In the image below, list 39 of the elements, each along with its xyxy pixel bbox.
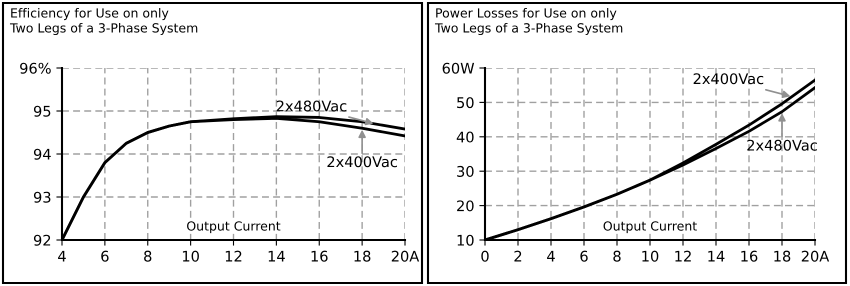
y-tick-label: 40 xyxy=(456,132,474,143)
x-tick-label: 6 xyxy=(580,250,588,262)
y-tick-label: 20 xyxy=(457,200,474,212)
y-tick-label: 30 xyxy=(457,166,474,177)
x-tick-label: 4 xyxy=(58,250,66,262)
x-tick-label: 14 xyxy=(268,250,285,262)
chart-title: Efficiency for Use on only Two Legs of a 3-Phase System xyxy=(10,8,198,36)
x-tick-label: 20A xyxy=(392,250,420,262)
x-tick-label: 4 xyxy=(547,250,555,262)
y-tick-label: 50 xyxy=(457,97,474,108)
x-tick-label: 18 xyxy=(354,250,370,262)
x-tick-label: 10 xyxy=(182,250,199,262)
x-tick-label: 0 xyxy=(481,250,489,262)
y-tick-label: 60W xyxy=(442,62,474,74)
x-tick-label: 6 xyxy=(101,250,109,262)
series-label: 2x480Vac xyxy=(276,100,346,112)
x-tick-label: 16 xyxy=(741,250,758,262)
x-tick-label: 10 xyxy=(642,250,658,262)
y-tick-label: 96% xyxy=(20,62,51,74)
x-tick-label: 20A xyxy=(802,250,830,262)
x-tick-label: 18 xyxy=(774,250,790,262)
y-tick-label: 92 xyxy=(34,234,50,246)
y-tick-label: 94 xyxy=(34,148,51,160)
x-tick-label: 12 xyxy=(226,250,242,262)
x-tick-label: 14 xyxy=(708,250,724,262)
x-tick-label: 12 xyxy=(675,250,691,262)
y-tick-label: 95 xyxy=(34,106,50,117)
y-tick-label: 10 xyxy=(458,234,474,246)
series-label: 2x400Vac xyxy=(327,156,397,168)
x-tick-label: 2 xyxy=(514,250,522,262)
x-axis-title: Output Current xyxy=(187,221,280,234)
x-tick-label: 16 xyxy=(312,250,328,262)
series-label: 2x400Vac xyxy=(694,73,764,84)
x-tick-label: 8 xyxy=(144,250,152,262)
x-axis-title: Output Current xyxy=(604,221,697,234)
series-label: 2x480Vac xyxy=(747,140,817,151)
chart-title: Power Losses for Use on only Two Legs of a 3-Phase System xyxy=(434,8,622,36)
y-tick-label: 93 xyxy=(34,192,50,203)
x-tick-label: 8 xyxy=(613,250,621,262)
